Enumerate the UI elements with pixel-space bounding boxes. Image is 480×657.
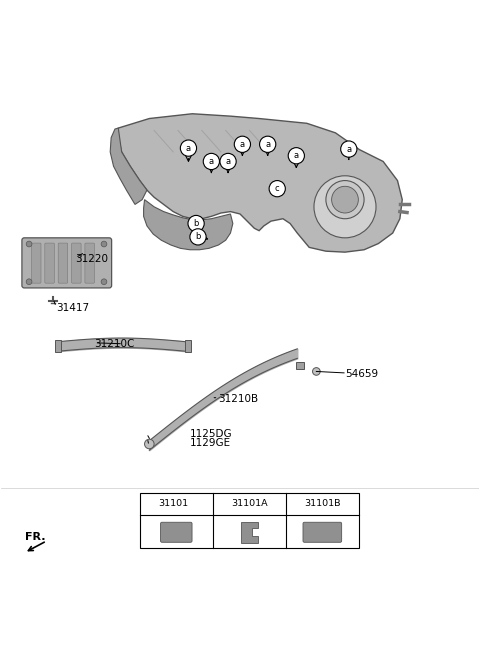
Circle shape [289, 497, 303, 510]
Polygon shape [144, 200, 233, 250]
Text: a: a [265, 140, 270, 148]
Polygon shape [296, 362, 304, 369]
Circle shape [216, 497, 230, 510]
FancyBboxPatch shape [32, 243, 41, 283]
Text: 31101B: 31101B [304, 499, 340, 508]
Text: 54659: 54659 [345, 369, 378, 379]
Circle shape [314, 176, 376, 238]
Text: a: a [209, 157, 214, 166]
Polygon shape [240, 522, 258, 543]
Circle shape [341, 141, 357, 157]
Text: a: a [240, 140, 245, 148]
Circle shape [288, 148, 304, 164]
Circle shape [26, 279, 32, 284]
Text: a: a [346, 145, 351, 154]
Text: 1125DG: 1125DG [190, 430, 232, 440]
FancyBboxPatch shape [45, 243, 54, 283]
Circle shape [269, 181, 285, 197]
Text: 31210B: 31210B [218, 394, 259, 404]
Circle shape [180, 140, 197, 156]
Text: 31210C: 31210C [95, 339, 135, 349]
FancyBboxPatch shape [72, 243, 81, 283]
Circle shape [26, 241, 32, 247]
Circle shape [312, 368, 320, 375]
Circle shape [326, 181, 364, 219]
FancyBboxPatch shape [303, 522, 342, 542]
Polygon shape [118, 114, 402, 252]
Text: FR.: FR. [25, 532, 46, 541]
Text: a: a [294, 151, 299, 160]
Text: a: a [186, 144, 191, 152]
Text: b: b [195, 233, 201, 241]
Text: a: a [226, 157, 230, 166]
Text: 31101A: 31101A [231, 499, 267, 508]
FancyBboxPatch shape [140, 493, 360, 548]
Circle shape [220, 153, 236, 170]
Text: 1129GE: 1129GE [190, 438, 231, 448]
Circle shape [190, 229, 206, 245]
Text: 31417: 31417 [56, 304, 89, 313]
Circle shape [234, 136, 251, 152]
FancyBboxPatch shape [22, 238, 112, 288]
Text: a: a [148, 499, 153, 508]
Text: 31220: 31220 [75, 254, 108, 264]
Text: c: c [294, 499, 299, 508]
FancyBboxPatch shape [160, 522, 192, 542]
Text: c: c [275, 184, 279, 193]
Polygon shape [185, 340, 192, 352]
FancyBboxPatch shape [58, 243, 68, 283]
Circle shape [143, 497, 157, 510]
Text: b: b [193, 219, 199, 228]
Text: b: b [221, 499, 226, 508]
Circle shape [203, 153, 219, 170]
Polygon shape [55, 340, 61, 352]
Circle shape [332, 187, 359, 213]
Circle shape [144, 440, 154, 449]
Text: 31101: 31101 [158, 499, 188, 508]
FancyBboxPatch shape [85, 243, 95, 283]
Circle shape [101, 279, 107, 284]
Circle shape [101, 241, 107, 247]
Circle shape [260, 136, 276, 152]
Polygon shape [110, 128, 147, 204]
Circle shape [188, 215, 204, 232]
